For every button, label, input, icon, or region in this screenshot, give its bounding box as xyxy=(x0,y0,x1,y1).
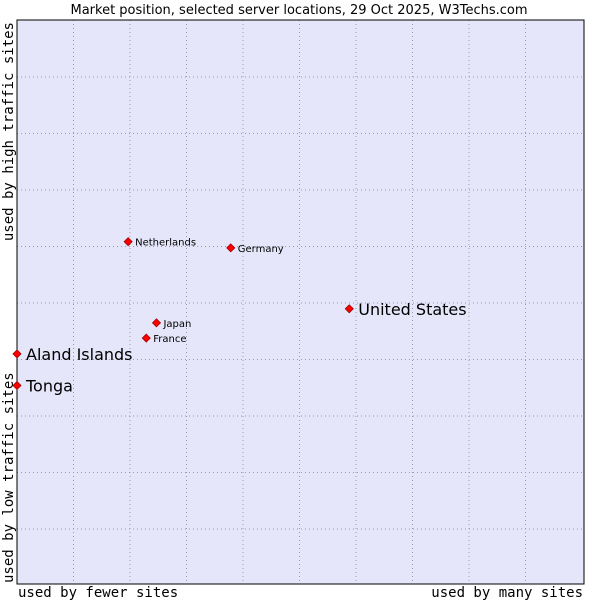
y-axis-label-top: used by high traffic sites xyxy=(1,22,17,241)
data-point-label: United States xyxy=(358,300,466,319)
data-point-marker xyxy=(344,304,354,314)
data-point: Aland Islands xyxy=(12,345,133,364)
data-point-marker xyxy=(226,243,236,253)
data-point: Tonga xyxy=(12,376,73,395)
data-point-marker xyxy=(12,380,22,391)
plot-border xyxy=(16,19,585,585)
data-point: United States xyxy=(344,300,467,319)
x-axis-label-right: used by many sites xyxy=(431,585,583,600)
data-point-label: Aland Islands xyxy=(26,345,133,364)
data-point-label: Netherlands xyxy=(135,238,196,249)
grid-lines xyxy=(17,20,584,584)
data-point-marker xyxy=(141,333,151,343)
data-point-marker xyxy=(123,237,133,247)
chart-title: Market position, selected server locatio… xyxy=(70,3,527,18)
data-point: Netherlands xyxy=(123,237,196,249)
data-point: France xyxy=(141,333,187,345)
data-point-label: France xyxy=(153,334,186,345)
data-point-marker xyxy=(12,349,22,359)
data-points: Netherlands Germany United States Japan Fran… xyxy=(12,237,467,395)
data-point: Germany xyxy=(226,243,284,255)
y-axis-label-bottom: used by low traffic sites xyxy=(1,372,17,583)
data-point-label: Japan xyxy=(162,319,191,330)
data-point: Japan xyxy=(151,318,191,330)
plot-area xyxy=(17,20,584,584)
x-axis-label-left: used by fewer sites xyxy=(18,585,178,600)
data-point-label: Germany xyxy=(238,244,284,255)
data-point-label: Tonga xyxy=(25,376,73,395)
data-point-marker xyxy=(151,318,162,328)
